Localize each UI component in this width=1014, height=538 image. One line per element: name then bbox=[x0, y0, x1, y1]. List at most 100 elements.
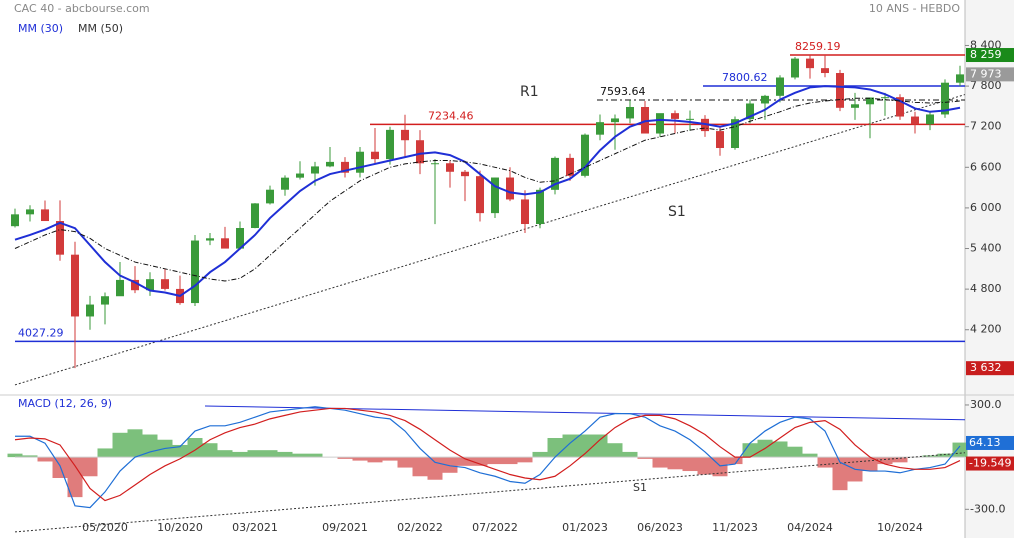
y-tick-label: 6 600 bbox=[970, 160, 1002, 173]
candle-body bbox=[611, 118, 619, 123]
candle-body bbox=[116, 279, 124, 297]
candle-body bbox=[551, 157, 559, 190]
histogram-bar bbox=[82, 457, 98, 477]
x-tick-label: 01/2023 bbox=[562, 521, 608, 534]
histogram-bar bbox=[307, 453, 323, 458]
histogram-bar bbox=[352, 457, 368, 461]
macd-title: MACD (12, 26, 9) bbox=[18, 397, 112, 410]
candle-body bbox=[761, 95, 769, 104]
histogram-bar bbox=[22, 455, 38, 458]
level-label: 7234.46 bbox=[428, 109, 474, 122]
histogram-bar bbox=[832, 457, 848, 491]
legend-entry: MM (30) bbox=[18, 22, 63, 35]
x-tick-label: 10/2024 bbox=[877, 521, 923, 534]
macd-badge bbox=[966, 456, 1014, 471]
candle-body bbox=[161, 279, 169, 289]
candle-body bbox=[26, 209, 34, 215]
price-badge bbox=[966, 48, 1014, 63]
candle-body bbox=[776, 77, 784, 96]
histogram-bar bbox=[127, 429, 143, 458]
histogram-bar bbox=[742, 443, 758, 458]
candle-body bbox=[686, 118, 694, 120]
histogram-bar bbox=[277, 451, 293, 458]
histogram-bar bbox=[787, 446, 803, 458]
histogram-bar bbox=[922, 455, 938, 458]
level-label: 4027.29 bbox=[18, 326, 64, 339]
candle-body bbox=[206, 238, 214, 241]
candle-body bbox=[311, 166, 319, 174]
histogram-bar bbox=[532, 451, 548, 458]
candle-body bbox=[341, 161, 349, 173]
x-tick-label: 11/2023 bbox=[712, 521, 758, 534]
histogram-bar bbox=[727, 457, 743, 465]
candle-body bbox=[821, 68, 829, 74]
macd-badge-label: 64.13 bbox=[969, 436, 1001, 449]
histogram-bar bbox=[262, 450, 278, 458]
ma-line bbox=[14, 85, 961, 297]
y-tick-label: 4 200 bbox=[970, 323, 1002, 336]
candle-body bbox=[461, 171, 469, 177]
histogram-bar bbox=[97, 448, 113, 458]
candle-body bbox=[881, 97, 889, 99]
candle-body bbox=[71, 254, 79, 317]
macd-support bbox=[14, 452, 966, 533]
candle-body bbox=[371, 151, 379, 160]
x-tick-label: 05/2020 bbox=[82, 521, 128, 534]
histogram-bar bbox=[607, 443, 623, 458]
histogram-bar bbox=[247, 450, 263, 458]
support-line bbox=[14, 94, 966, 386]
histogram-bar bbox=[562, 434, 578, 458]
signal-line bbox=[14, 407, 961, 502]
histogram-bar bbox=[457, 457, 473, 466]
candle-body bbox=[671, 113, 679, 119]
histogram-bar bbox=[577, 434, 593, 458]
candle-body bbox=[491, 177, 499, 214]
chart-subtitle: 10 ANS - HEBDO bbox=[869, 2, 960, 15]
candle-body bbox=[86, 304, 94, 317]
level-label: 8259.19 bbox=[795, 40, 841, 53]
histogram-bar bbox=[502, 457, 518, 465]
histogram-bar bbox=[37, 457, 53, 462]
candle-body bbox=[431, 163, 439, 165]
candle-body bbox=[926, 114, 934, 125]
price-badge-label: 7 973 bbox=[970, 67, 1002, 80]
histogram-bar bbox=[7, 453, 23, 458]
y-tick-label: 4 800 bbox=[970, 282, 1002, 295]
histogram-bar bbox=[472, 457, 488, 466]
histogram-bar bbox=[817, 457, 833, 468]
histogram-bar bbox=[112, 432, 128, 458]
histogram-bar bbox=[442, 457, 458, 473]
x-tick-label: 04/2024 bbox=[787, 521, 833, 534]
candle-body bbox=[956, 74, 964, 83]
y-tick-label: -300.0 bbox=[970, 502, 1005, 515]
annotation: S1 bbox=[668, 204, 686, 220]
y-tick-label: 5 400 bbox=[970, 242, 1002, 255]
chart-title: CAC 40 - abcbourse.com bbox=[14, 2, 150, 15]
candle-body bbox=[221, 238, 229, 249]
histogram-bar bbox=[367, 457, 383, 463]
macd-line bbox=[15, 406, 961, 509]
candle-body bbox=[11, 214, 19, 227]
candle-body bbox=[476, 176, 484, 214]
histogram-bar bbox=[217, 450, 233, 458]
histogram-bar bbox=[937, 453, 953, 458]
price-badge-label: 8 259 bbox=[970, 48, 1002, 61]
candle-body bbox=[731, 119, 739, 149]
candle-body bbox=[836, 73, 844, 108]
candle-body bbox=[266, 189, 274, 204]
candle-body bbox=[251, 203, 259, 229]
y-tick-label: 7 200 bbox=[970, 120, 1002, 133]
histogram-bar bbox=[712, 457, 728, 477]
histogram-bar bbox=[52, 457, 68, 478]
candle-body bbox=[56, 221, 64, 255]
candle-body bbox=[716, 131, 724, 149]
candle-body bbox=[896, 97, 904, 117]
level-label: 7593.64 bbox=[600, 85, 646, 98]
price-badge-label: 3 632 bbox=[970, 361, 1002, 374]
x-tick-label: 09/2021 bbox=[322, 521, 368, 534]
x-tick-label: 03/2021 bbox=[232, 521, 278, 534]
candle-body bbox=[41, 209, 49, 222]
histogram-bar bbox=[337, 457, 353, 459]
ma-line bbox=[14, 97, 961, 282]
